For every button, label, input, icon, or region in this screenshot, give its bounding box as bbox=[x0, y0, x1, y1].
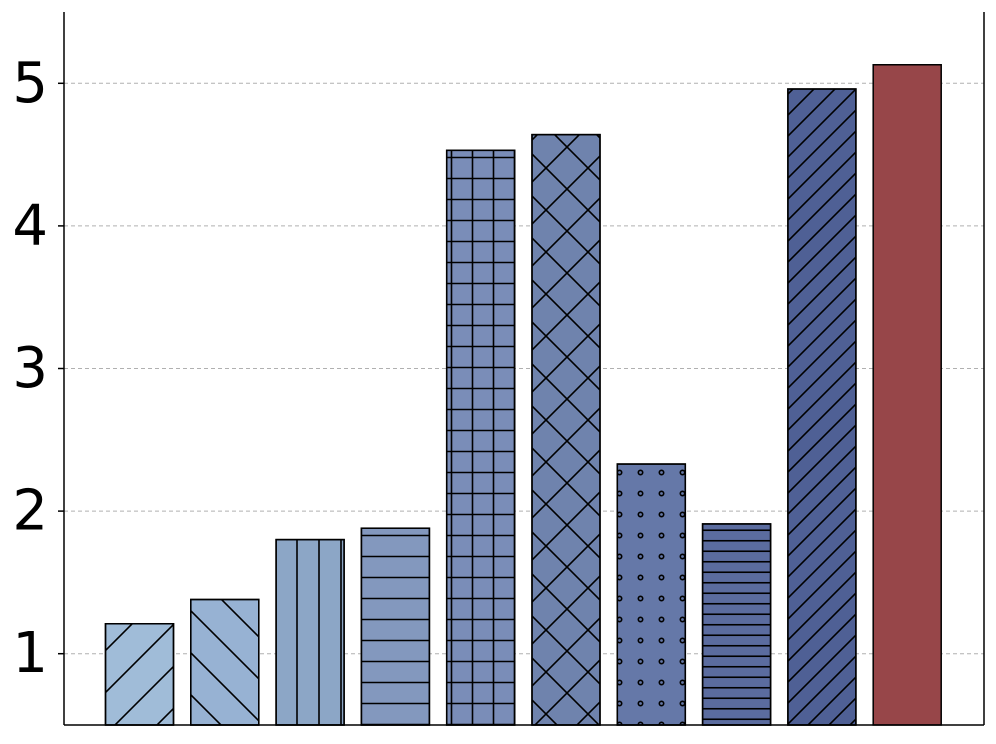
bar-hatch bbox=[276, 539, 345, 725]
bar bbox=[701, 523, 772, 726]
y-tick-label: 5 bbox=[12, 51, 48, 116]
bar bbox=[190, 598, 260, 726]
bar-hatch bbox=[446, 150, 515, 725]
bars bbox=[104, 64, 942, 726]
bar-hatch bbox=[532, 134, 600, 726]
y-tick-label: 1 bbox=[12, 621, 48, 686]
bar bbox=[872, 64, 942, 726]
bar bbox=[104, 623, 175, 726]
y-tick-label: 2 bbox=[12, 479, 48, 544]
bar bbox=[445, 149, 516, 726]
y-tick-label: 4 bbox=[12, 193, 48, 258]
bar-hatch bbox=[105, 623, 174, 725]
y-tick-label: 3 bbox=[12, 336, 48, 401]
bar bbox=[360, 527, 431, 726]
bar-hatch bbox=[702, 523, 771, 725]
y-tick-labels: 1 2 3 4 5 bbox=[12, 51, 64, 686]
bar bbox=[787, 88, 857, 726]
bar-hatch bbox=[190, 599, 259, 725]
bar-hatch bbox=[617, 464, 686, 725]
bar bbox=[275, 538, 345, 726]
bar bbox=[616, 463, 687, 726]
bar bbox=[531, 133, 601, 726]
bar-hatch bbox=[787, 89, 856, 725]
bar-hatch bbox=[361, 528, 430, 725]
